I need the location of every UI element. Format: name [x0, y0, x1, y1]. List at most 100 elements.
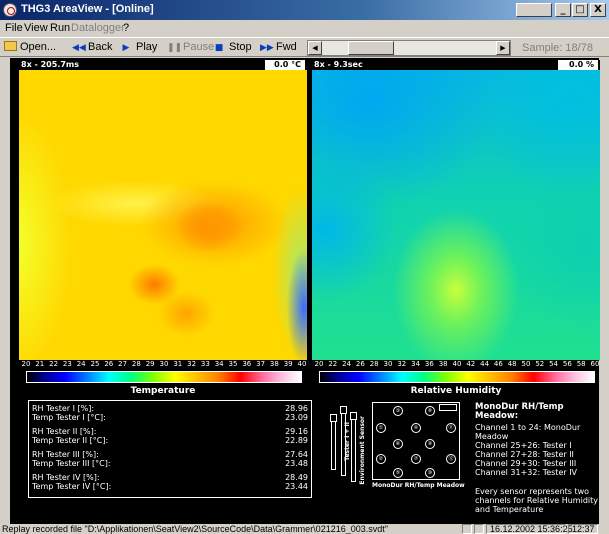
status-message: Replay recorded file "D:\Applikationen\S… — [2, 524, 388, 534]
rh-label: RH Tester III [%]: — [32, 450, 99, 459]
temperature-tick-label: 33 — [200, 360, 210, 368]
menu-run[interactable]: Run — [50, 22, 71, 34]
temperature-tick-label: 30 — [159, 360, 169, 368]
humidity-map-header: 8x - 9.3sec 0.0 % — [312, 60, 600, 70]
stop-button[interactable]: ■ Stop — [213, 40, 252, 55]
humidity-tick-label: 50 — [521, 360, 531, 368]
reading-group: RH Tester IV [%]: 28.49 Temp Tester IV [°… — [32, 473, 308, 491]
temp-label: Temp Tester I [°C]: — [32, 413, 106, 422]
status-time: 12:37 — [572, 524, 595, 534]
info-note: Every sensor represents two channels for… — [475, 487, 598, 514]
rh-label: RH Tester IV [%]: — [32, 473, 100, 482]
temperature-tick-label: 39 — [283, 360, 293, 368]
status-panel — [474, 524, 484, 534]
stop-label: Stop — [229, 41, 252, 53]
temperature-tick-label: 35 — [228, 360, 238, 368]
title-bar: THG3 AreaView - [Online] _ □ X — [0, 0, 609, 20]
temperature-map-header: 8x - 205.7ms 0.0 °C — [19, 60, 307, 70]
scroll-right-arrow-icon[interactable]: ▶ — [496, 41, 510, 55]
tester-label: Tester I + II — [344, 422, 351, 461]
sensor-1: ① — [376, 423, 386, 433]
humidity-tick-label: 58 — [576, 360, 586, 368]
sensor-8: ⑧ — [425, 406, 435, 416]
humidity-tick-label: 48 — [507, 360, 517, 368]
sample-counter: Sample: 18/78 — [522, 42, 593, 54]
temperature-color-bar — [26, 371, 302, 383]
temperature-tick-label: 32 — [187, 360, 197, 368]
toolbar: Open... ◀◀ Back ▶ Play ❚❚Pause ■ Stop ▶▶ Fwd… — [0, 37, 609, 57]
temperature-tick-label: 26 — [104, 360, 114, 368]
fwd-button[interactable]: ▶▶ Fwd — [260, 40, 297, 55]
folder-icon — [4, 41, 17, 51]
temperature-map: 8x - 205.7ms 0.0 °C — [19, 60, 307, 360]
rh-value: 28.49 — [285, 473, 308, 482]
temperature-scale-title: Temperature — [130, 386, 196, 396]
tester-rack-knob — [350, 412, 357, 420]
info-title: MonoDur RH/Temp Meadow: — [475, 402, 564, 421]
sensor-6: ⑥ — [393, 439, 403, 449]
environment-sensor-label: Environment Sensor — [359, 416, 366, 485]
temp-value: 22.89 — [285, 436, 308, 445]
info-line: Channel 31+32: Tester IV — [475, 468, 578, 477]
rh-label: RH Tester I [%]: — [32, 404, 95, 413]
temperature-map-label: 8x - 205.7ms — [21, 60, 80, 69]
humidity-scale-title: Relative Humidity — [410, 386, 502, 396]
play-icon: ▶ — [122, 43, 130, 53]
reading-group: RH Tester II [%]: 29.16 Temp Tester II [°… — [32, 427, 308, 445]
temperature-tick-label: 28 — [131, 360, 141, 368]
close-button[interactable]: X — [590, 3, 606, 17]
fast-forward-icon: ▶▶ — [260, 43, 274, 53]
diagram-caption: MonoDur RH/Temp Meadow — [372, 482, 465, 489]
toolbar-extra-icon[interactable] — [516, 3, 552, 17]
minimize-button[interactable]: _ — [555, 3, 571, 17]
temperature-tick-label: 38 — [269, 360, 279, 368]
status-panel — [462, 524, 472, 534]
menu-datalogger[interactable]: Datalogger — [71, 22, 125, 34]
humidity-tick-label: 20 — [314, 360, 324, 368]
reading-group: RH Tester III [%]: 27.64 Temp Tester III … — [32, 450, 308, 468]
back-label: Back — [88, 41, 113, 53]
rh-value: 28.96 — [285, 404, 308, 413]
humidity-tick-label: 52 — [535, 360, 545, 368]
back-button[interactable]: ◀◀ Back — [72, 40, 112, 55]
pause-button[interactable]: ❚❚Pause — [167, 40, 214, 55]
sample-scrollbar[interactable]: ◀ ▶ — [307, 40, 511, 56]
scroll-thumb[interactable] — [348, 41, 394, 55]
humidity-tick-label: 38 — [438, 360, 448, 368]
temp-label: Temp Tester II [°C]: — [32, 436, 109, 445]
play-button[interactable]: ▶ Play — [120, 40, 158, 55]
humidity-map-label: 8x - 9.3sec — [314, 60, 363, 69]
humidity-tick-label: 40 — [452, 360, 462, 368]
rewind-icon: ◀◀ — [72, 43, 86, 53]
scroll-left-arrow-icon[interactable]: ◀ — [308, 41, 322, 55]
menu-view[interactable]: View — [24, 22, 48, 34]
humidity-tick-label: 34 — [411, 360, 421, 368]
temperature-map-value: 0.0 °C — [265, 60, 305, 70]
main-view: 8x - 205.7ms 0.0 °C 8x - 9.3sec 0.0 % 20… — [10, 58, 600, 524]
temperature-tick-label: 21 — [35, 360, 45, 368]
maximize-button[interactable]: □ — [572, 3, 588, 17]
menu-file[interactable]: File — [5, 22, 23, 34]
temperature-tick-label: 27 — [118, 360, 128, 368]
tester-rack-knob — [330, 414, 337, 422]
rh-value: 29.16 — [285, 427, 308, 436]
humidity-map: 8x - 9.3sec 0.0 % — [312, 60, 600, 360]
menu-help[interactable]: ? — [123, 22, 130, 34]
info-line: Channel 1 to 24: MonoDur Meadow — [475, 423, 581, 441]
pause-label: Pause — [183, 41, 215, 53]
info-line: Channel 29+30: Tester III — [475, 459, 577, 468]
temperature-tick-label: 24 — [76, 360, 86, 368]
temperature-tick-label: 20 — [21, 360, 31, 368]
temperature-tick-label: 36 — [242, 360, 252, 368]
open-button[interactable]: Open... — [4, 40, 56, 55]
humidity-tick-label: 54 — [549, 360, 559, 368]
humidity-tick-label: 36 — [424, 360, 434, 368]
info-line: Channel 27+28: Tester II — [475, 450, 574, 459]
temperature-tick-label: 31 — [173, 360, 183, 368]
sensor-5: ⑤ — [393, 468, 403, 478]
sensor-3: ③ — [393, 406, 403, 416]
sensor-2: ② — [376, 454, 386, 464]
sensor-11: ⑪ — [446, 423, 456, 433]
temperature-tick-label: 23 — [62, 360, 72, 368]
